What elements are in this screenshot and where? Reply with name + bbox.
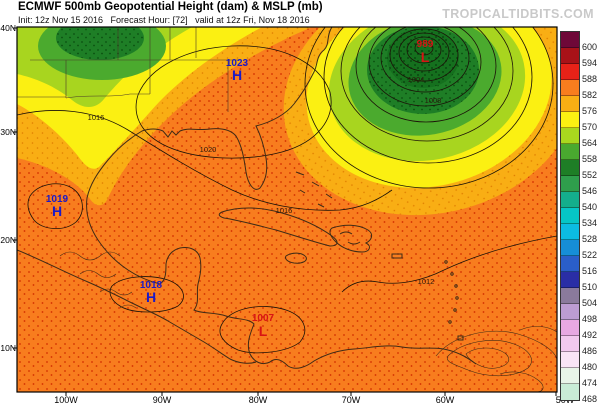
colorbar-label: 522 — [582, 250, 598, 260]
colorbar-label: 528 — [582, 234, 598, 244]
high-marker-1018: 1018 H — [140, 280, 163, 305]
isobar-label: 1016 — [88, 113, 105, 122]
isobar-layer — [17, 27, 557, 354]
pressure-markers: 1023 H 1019 H 1018 H 989 L 1007 L — [46, 39, 434, 339]
colorbar-swatch — [561, 80, 579, 96]
colorbar-label: 564 — [582, 138, 598, 148]
colorbar-label: 588 — [582, 74, 598, 84]
watermark: TROPICALTIDBITS.COM — [442, 7, 594, 21]
marker-value: 1019 — [46, 194, 69, 205]
marker-letter: L — [421, 49, 430, 65]
colorbar-swatch — [561, 384, 579, 400]
marker-value: 1023 — [226, 58, 249, 69]
high-marker-1023: 1023 H — [226, 58, 249, 83]
colorbar-swatch — [561, 192, 579, 208]
colorbar-label: 594 — [582, 58, 598, 68]
colorbar-label: 474 — [582, 378, 598, 388]
colorbar-label: 492 — [582, 330, 598, 340]
height-fill-layer — [17, 27, 557, 392]
lon-label-90w: 90W — [152, 395, 172, 405]
lon-label-100w: 100W — [54, 395, 78, 405]
colorbar-swatch — [561, 224, 579, 240]
terrain-layer — [59, 251, 557, 392]
marker-letter: H — [232, 67, 242, 83]
colorbar-swatch — [561, 32, 579, 48]
lon-label-60w: 60W — [435, 395, 455, 405]
lat-label-30n: 30N — [0, 127, 16, 137]
page-title: ECMWF 500mb Geopotential Height (dam) & … — [18, 1, 323, 13]
map-border — [16, 26, 558, 393]
low-marker-1007: 1007 L — [252, 313, 275, 339]
colorbar-label: 552 — [582, 170, 598, 180]
colorbar-label: 468 — [582, 394, 598, 404]
isobar-label: 1004 — [408, 75, 425, 84]
colorbar-swatch — [561, 160, 579, 176]
marker-letter: H — [52, 203, 62, 219]
colorbar-swatch — [561, 272, 579, 288]
colorbar-swatch — [561, 112, 579, 128]
colorbar-label: 510 — [582, 282, 598, 292]
colorbar-swatch — [561, 128, 579, 144]
axis-ticks — [13, 27, 557, 396]
isobar-labels: 1016 1020 1016 1004 1008 1012 — [88, 75, 442, 286]
model-run-subtitle: Init: 12z Nov 15 2016 Forecast Hour: [72… — [18, 15, 310, 25]
lon-label-70w: 70W — [341, 395, 361, 405]
marker-value: 1018 — [140, 280, 163, 291]
colorbar-swatches — [560, 31, 580, 401]
low-marker-989: 989 L — [417, 39, 434, 65]
colorbar-label: 546 — [582, 186, 598, 196]
colorbar-swatch — [561, 64, 579, 80]
isobar-label: 1016 — [276, 206, 293, 215]
state-borders — [17, 27, 240, 112]
colorbar-label: 486 — [582, 346, 598, 356]
colorbar-label: 576 — [582, 106, 598, 116]
colorbar-label: 570 — [582, 122, 598, 132]
colorbar-swatch — [561, 288, 579, 304]
colorbar-label: 504 — [582, 298, 598, 308]
high-marker-1019: 1019 H — [46, 194, 69, 219]
isobar-label: 1012 — [418, 277, 435, 286]
lat-label-20n: 20N — [0, 235, 16, 245]
colorbar-label: 534 — [582, 218, 598, 228]
colorbar-label: 498 — [582, 314, 598, 324]
trough-darkgreen-core — [56, 27, 144, 60]
colorbar-label: 582 — [582, 90, 598, 100]
colorbar-label: 558 — [582, 154, 598, 164]
low-core — [387, 28, 459, 88]
colorbar-swatch — [561, 176, 579, 192]
colorbar-labels: 600 594 588 582 576 570 564 558 552 546 540 534 528 5… — [582, 39, 600, 407]
colorbar-swatch — [561, 48, 579, 64]
lat-label-10n: 10N — [0, 343, 16, 353]
marker-letter: H — [146, 289, 156, 305]
colorbar-swatch — [561, 144, 579, 160]
colorbar-label: 600 — [582, 42, 598, 52]
colorbar-swatch — [561, 368, 579, 384]
lat-label-40n: 40N — [0, 23, 16, 33]
lon-label-80w: 80W — [248, 395, 268, 405]
marker-letter: L — [259, 323, 268, 339]
colorbar-label: 480 — [582, 362, 598, 372]
colorbar-label: 516 — [582, 266, 598, 276]
isobar-label: 1008 — [425, 96, 442, 105]
isobar-label: 1020 — [200, 145, 217, 154]
marker-value: 989 — [417, 39, 434, 50]
colorbar-swatch — [561, 304, 579, 320]
colorbar-swatch — [561, 256, 579, 272]
colorbar-swatch — [561, 208, 579, 224]
colorbar-swatch — [561, 320, 579, 336]
colorbar-swatch — [561, 352, 579, 368]
colorbar-swatch — [561, 336, 579, 352]
colorbar-swatch — [561, 240, 579, 256]
coastline-layer — [17, 27, 477, 369]
colorbar-swatch — [561, 96, 579, 112]
colorbar-label: 540 — [582, 202, 598, 212]
marker-value: 1007 — [252, 313, 275, 324]
